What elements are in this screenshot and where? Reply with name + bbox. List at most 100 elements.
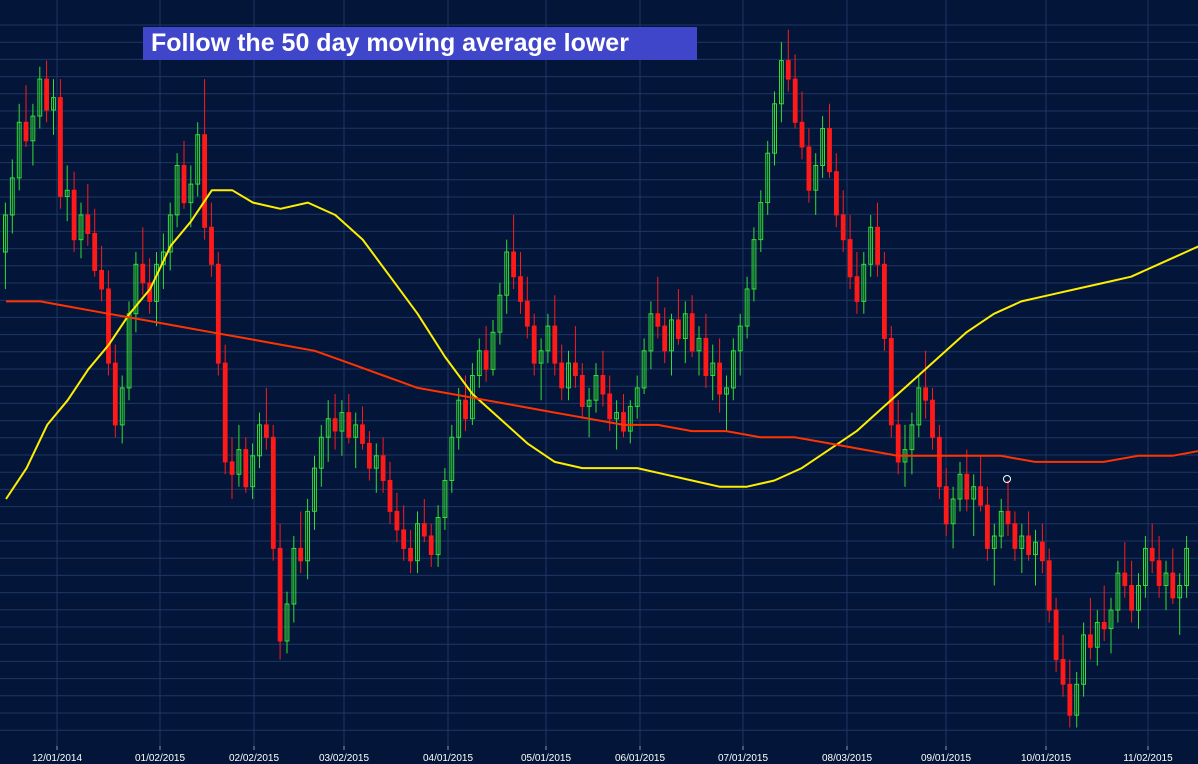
candle-body (538, 350, 544, 364)
candle-body (593, 375, 599, 401)
x-tick-label: 07/01/2015 (718, 753, 768, 764)
candle-body (854, 276, 860, 302)
candle-body (1033, 541, 1038, 556)
candle-up (538, 338, 544, 401)
candle-up (504, 239, 510, 314)
candle-up (339, 400, 345, 456)
candle-body (1184, 547, 1189, 587)
candle-body (991, 535, 997, 549)
candle-up (820, 116, 826, 178)
candle-down (785, 29, 791, 92)
candle-up (353, 412, 359, 469)
candle-down (270, 424, 276, 561)
candle-body (44, 78, 50, 111)
candle-up (1094, 610, 1100, 666)
candle-up (78, 202, 84, 259)
candle-down (202, 79, 207, 240)
candle-body (964, 473, 970, 500)
candle-up (3, 202, 8, 289)
candle-down (360, 406, 365, 450)
candle-up (449, 424, 455, 493)
candle-body (813, 165, 819, 191)
candle-up (236, 424, 242, 487)
candle-down (387, 461, 393, 524)
candle-down (332, 394, 338, 450)
candle-body (85, 214, 91, 234)
candle-body (751, 239, 757, 290)
candle-body (937, 436, 942, 488)
candle-body (167, 214, 173, 253)
candle-body (573, 362, 578, 377)
candle-body (552, 325, 558, 364)
candle-down (1053, 597, 1059, 672)
candle-down (222, 344, 228, 475)
x-tick-label: 01/02/2015 (135, 753, 185, 764)
candle-body (483, 350, 489, 370)
candle-down (518, 252, 523, 314)
candle-down (112, 344, 118, 438)
candle-body (250, 455, 256, 488)
candle-down (511, 215, 517, 289)
candle-down (792, 54, 798, 129)
candle-down (531, 313, 537, 376)
candle-up (634, 375, 640, 419)
candle-body (1026, 535, 1031, 555)
candle-up (291, 536, 297, 623)
candle-down (1067, 659, 1073, 728)
candle-body (270, 436, 276, 549)
candle-up (1074, 671, 1080, 728)
candle-down (930, 387, 935, 450)
x-tick-label: 03/02/2015 (319, 753, 369, 764)
candle-down (524, 276, 530, 339)
candle-up (909, 412, 915, 475)
x-tick-label: 05/01/2015 (521, 753, 571, 764)
candle-body (325, 418, 331, 438)
candle-down (71, 171, 77, 252)
candle-up (682, 301, 688, 364)
candle-down (834, 153, 839, 228)
candle-up (442, 468, 448, 530)
candle-body (30, 115, 36, 142)
candle-down (408, 529, 414, 574)
candle-body (799, 121, 805, 148)
candle-up (998, 499, 1004, 549)
candle-down (895, 400, 901, 475)
candle-up (119, 375, 125, 444)
candle-up (167, 202, 173, 271)
candle-down (401, 505, 407, 561)
candle-down (923, 350, 929, 419)
candle-down (1040, 523, 1045, 574)
candle-down (703, 313, 709, 388)
candle-up (1115, 560, 1121, 623)
candle-body (380, 455, 386, 481)
candle-body (758, 202, 764, 241)
candle-down (655, 276, 661, 339)
candle-body (215, 263, 221, 364)
candle-body (428, 535, 434, 555)
candle-down (264, 387, 269, 450)
candle-down (888, 326, 894, 438)
candle-up (9, 159, 15, 234)
candle-body (1149, 547, 1155, 562)
candle-down (99, 245, 104, 302)
candle-down (1156, 536, 1162, 598)
candle-up (37, 66, 43, 129)
candle-down (799, 91, 805, 160)
candle-body (696, 337, 702, 352)
x-tick-label: 11/02/2015 (1123, 753, 1173, 764)
candle-body (1081, 634, 1086, 685)
candle-body (346, 412, 352, 438)
candle-body (318, 436, 324, 469)
candle-body (1108, 609, 1114, 630)
candle-body (229, 461, 235, 475)
candle-down (1046, 548, 1052, 623)
candle-body (181, 165, 187, 204)
candle-down (875, 202, 881, 277)
candle-up (373, 443, 379, 493)
x-tick-label: 12/01/2014 (32, 753, 82, 764)
candle-body (689, 313, 695, 352)
candle-body (559, 362, 565, 389)
candle-up (991, 523, 997, 586)
candle-down (1122, 542, 1128, 598)
candle-body (188, 183, 194, 204)
